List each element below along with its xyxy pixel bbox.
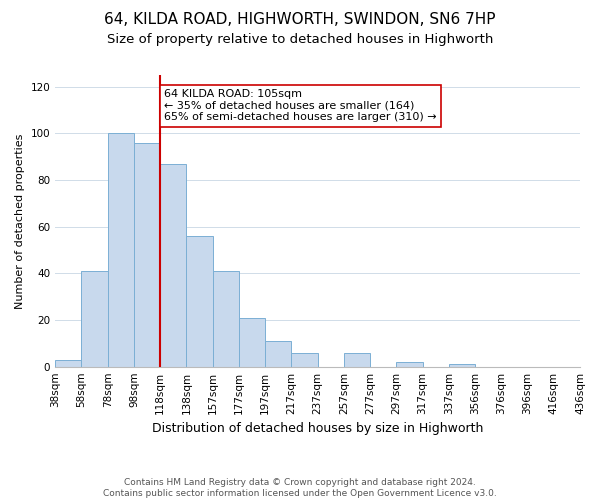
Bar [107,134,134,366]
Bar [160,164,187,366]
Bar [265,341,292,366]
X-axis label: Distribution of detached houses by size in Highworth: Distribution of detached houses by size … [152,422,483,435]
Bar [239,318,265,366]
Bar [397,362,422,366]
Bar [212,271,239,366]
Text: 64, KILDA ROAD, HIGHWORTH, SWINDON, SN6 7HP: 64, KILDA ROAD, HIGHWORTH, SWINDON, SN6 … [104,12,496,28]
Bar [449,364,475,366]
Bar [55,360,82,366]
Bar [82,271,107,366]
Text: 64 KILDA ROAD: 105sqm
← 35% of detached houses are smaller (164)
65% of semi-det: 64 KILDA ROAD: 105sqm ← 35% of detached … [164,89,437,122]
Bar [344,352,370,366]
Bar [187,236,212,366]
Bar [134,142,160,366]
Y-axis label: Number of detached properties: Number of detached properties [15,133,25,308]
Text: Size of property relative to detached houses in Highworth: Size of property relative to detached ho… [107,32,493,46]
Text: Contains HM Land Registry data © Crown copyright and database right 2024.
Contai: Contains HM Land Registry data © Crown c… [103,478,497,498]
Bar [292,352,317,366]
